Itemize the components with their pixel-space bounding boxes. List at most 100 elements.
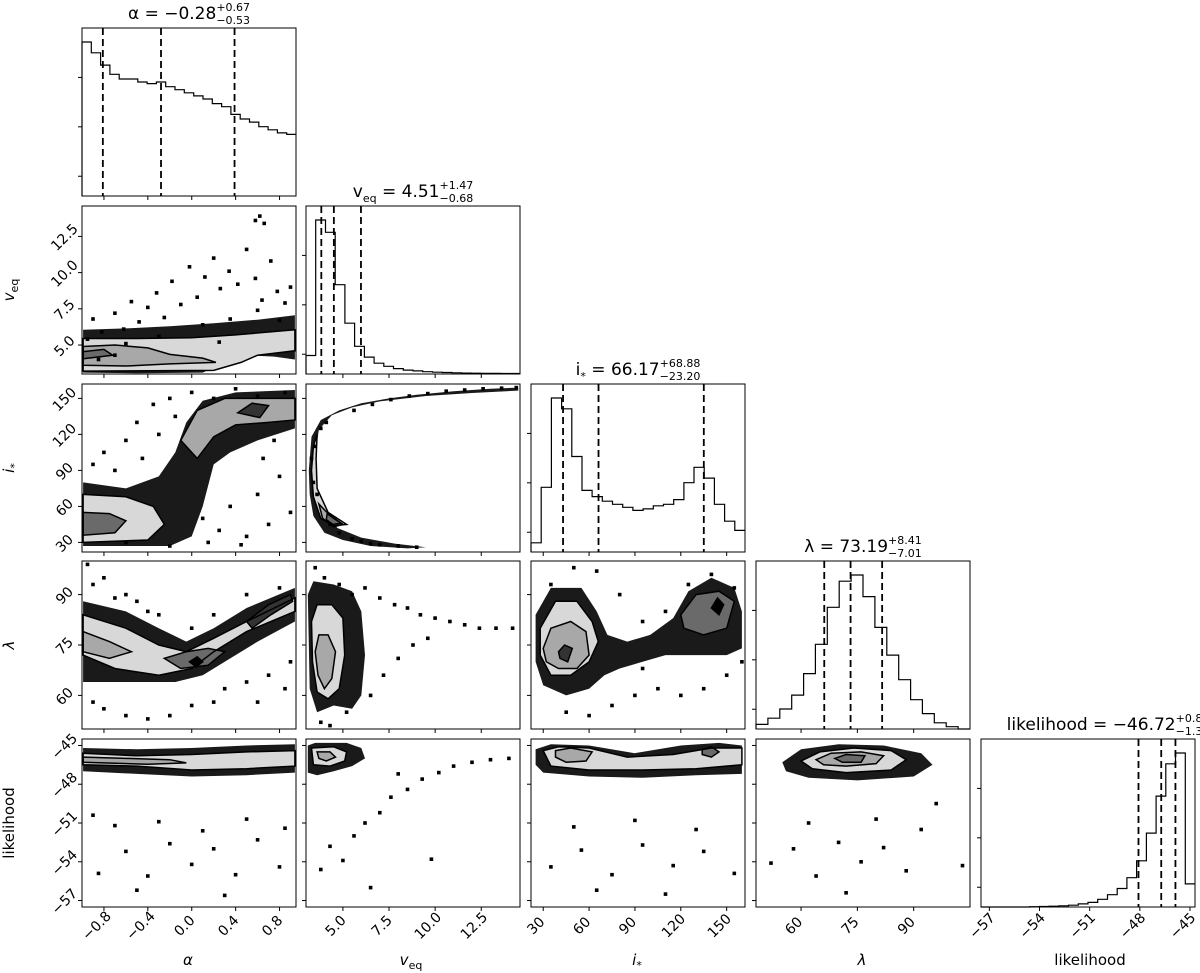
x-tick-label: 90 bbox=[616, 914, 640, 938]
sample-point bbox=[411, 643, 415, 647]
density-level-2 bbox=[83, 345, 216, 366]
sample-point bbox=[91, 700, 95, 704]
sample-point bbox=[510, 626, 515, 630]
title-lower-error: −0.68 bbox=[440, 192, 474, 205]
sample-point bbox=[444, 389, 448, 393]
sample-point bbox=[389, 795, 393, 799]
title-value: 4.51 bbox=[402, 182, 440, 202]
sample-point bbox=[679, 693, 683, 698]
density-level-1 bbox=[83, 598, 295, 676]
sample-point bbox=[549, 582, 553, 587]
sample-point bbox=[253, 276, 258, 281]
sample-point bbox=[378, 543, 382, 547]
title-upper-error: +68.88 bbox=[660, 357, 701, 370]
sample-point bbox=[494, 626, 498, 630]
y-tick-label: 75 bbox=[53, 634, 77, 658]
contour-line-3 bbox=[325, 512, 344, 526]
sample-point bbox=[640, 666, 645, 671]
sample-point bbox=[426, 636, 430, 641]
sample-point bbox=[236, 282, 240, 286]
sample-point bbox=[686, 582, 691, 587]
x-tick-label: 30 bbox=[524, 914, 548, 938]
sample-point bbox=[324, 420, 329, 425]
title-prefix: likelihood = bbox=[1007, 715, 1113, 735]
sample-point bbox=[96, 871, 101, 876]
sample-point bbox=[113, 823, 117, 828]
sample-point bbox=[328, 723, 332, 728]
sample-point bbox=[168, 713, 172, 718]
sample-point bbox=[189, 390, 194, 395]
sample-point bbox=[594, 888, 599, 892]
sample-point bbox=[319, 720, 323, 725]
sample-point bbox=[288, 660, 293, 664]
panel-title-likelihood: likelihood = −46.72+0.85−1.36 bbox=[1007, 712, 1200, 738]
panel-frame bbox=[530, 383, 746, 553]
histogram-steps bbox=[755, 574, 970, 730]
pair-panel-istar-likelihood bbox=[535, 742, 743, 896]
sample-point bbox=[594, 569, 599, 573]
sample-point bbox=[244, 534, 249, 539]
sample-point bbox=[129, 299, 134, 304]
pair-panel-alpha-likelihood bbox=[82, 744, 296, 898]
density-level-3 bbox=[83, 512, 126, 536]
title-value: −46.72 bbox=[1113, 715, 1176, 735]
sample-point bbox=[499, 386, 504, 390]
histogram-steps bbox=[981, 752, 1195, 908]
histogram-steps bbox=[305, 219, 520, 375]
title-upper-error: +0.85 bbox=[1176, 712, 1200, 725]
sample-point bbox=[189, 862, 194, 867]
contour-line-1 bbox=[310, 603, 346, 700]
x-axis-label-likelihood: likelihood bbox=[1054, 951, 1125, 969]
sample-point bbox=[102, 450, 106, 455]
sample-point bbox=[610, 872, 614, 877]
title-value: 73.19 bbox=[839, 537, 888, 557]
panel-frame bbox=[81, 383, 297, 553]
y-tick-label: 12.5 bbox=[48, 221, 81, 254]
title-subscript: eq bbox=[363, 192, 377, 205]
sample-point bbox=[640, 843, 645, 847]
density-level-1 bbox=[543, 746, 742, 770]
sample-point bbox=[151, 402, 156, 407]
y-tick-label: 60 bbox=[53, 496, 77, 520]
x-tick-label: 75 bbox=[839, 914, 863, 938]
sample-point bbox=[328, 522, 332, 527]
pair-panel-alpha-istar bbox=[82, 387, 296, 548]
sample-point bbox=[124, 592, 128, 597]
sample-point bbox=[258, 214, 262, 218]
sample-point bbox=[233, 872, 238, 877]
sample-point bbox=[124, 540, 128, 545]
density-level-0 bbox=[308, 387, 519, 549]
sample-point bbox=[350, 537, 354, 541]
sample-point bbox=[218, 286, 223, 291]
title-prefix: v bbox=[353, 182, 363, 202]
histogram-steps bbox=[81, 41, 296, 196]
sample-point bbox=[146, 717, 150, 721]
sample-point bbox=[350, 592, 354, 597]
y-axis-label-lambda: λ bbox=[0, 641, 18, 651]
contour-line-3 bbox=[82, 511, 128, 537]
x-tick-label: 10.0 bbox=[412, 909, 445, 942]
sample-point bbox=[470, 760, 474, 765]
sample-point bbox=[363, 821, 367, 825]
sample-point bbox=[113, 311, 117, 315]
title-equals: = bbox=[377, 182, 402, 202]
title-subscript: * bbox=[580, 370, 586, 383]
sample-point bbox=[656, 686, 660, 691]
sample-point bbox=[244, 247, 249, 252]
contour-line-2 bbox=[82, 630, 134, 660]
sample-point bbox=[414, 545, 419, 549]
sample-point bbox=[272, 438, 276, 443]
y-axis-label-veq: veq bbox=[0, 279, 21, 302]
sample-point bbox=[157, 819, 161, 824]
sample-point bbox=[217, 528, 221, 533]
title-prefix: i bbox=[576, 360, 581, 380]
sample-point bbox=[135, 420, 139, 425]
sample-point bbox=[904, 869, 908, 873]
contour-line-5 bbox=[710, 596, 725, 617]
contour-line-4 bbox=[235, 402, 270, 419]
sample-point bbox=[288, 285, 293, 289]
sample-point bbox=[137, 320, 141, 324]
sample-point bbox=[429, 857, 434, 861]
contour-line-1 bbox=[310, 746, 348, 767]
